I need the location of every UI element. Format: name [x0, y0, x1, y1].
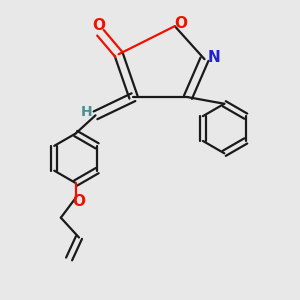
Text: O: O [72, 194, 85, 209]
Text: H: H [80, 105, 92, 119]
Text: N: N [207, 50, 220, 65]
Text: O: O [174, 16, 187, 31]
Text: O: O [92, 18, 105, 33]
